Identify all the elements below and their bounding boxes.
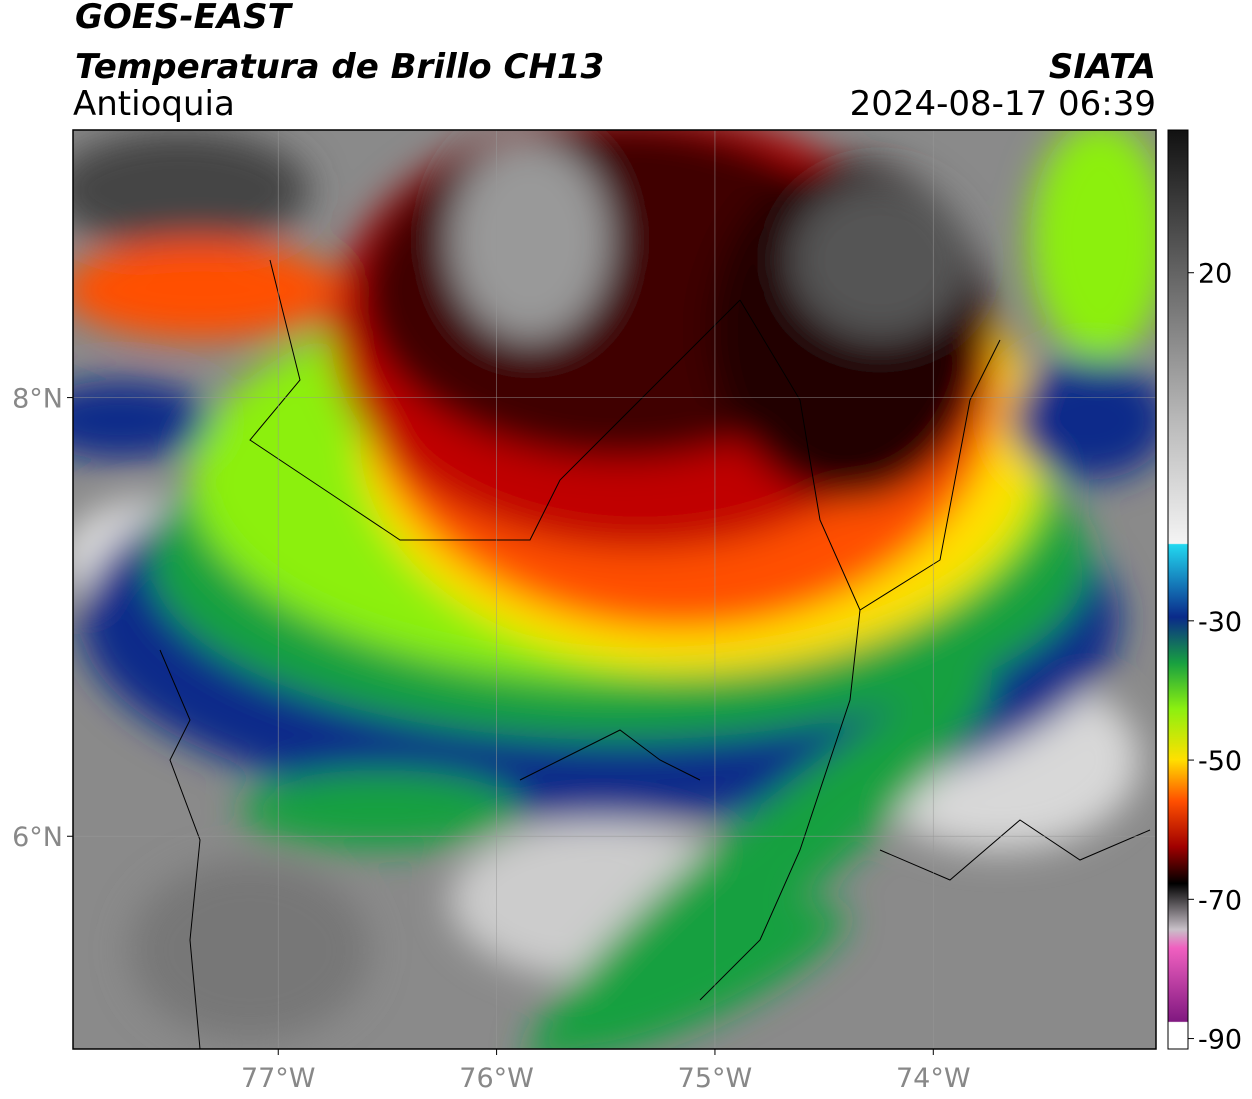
satellite-image	[73, 130, 1156, 1049]
product-title: Temperatura de Brillo CH13	[75, 47, 604, 87]
colorbar-tick-label: -70	[1198, 885, 1242, 916]
colorbar-tick-label: 20	[1198, 259, 1232, 290]
datetime-label: 2024-08-17 06:39	[850, 84, 1156, 124]
colorbar-tick-label: -50	[1198, 746, 1242, 777]
region-label: Antioquia	[73, 84, 235, 124]
source-label: SIATA	[1049, 47, 1156, 87]
graticule	[73, 130, 1156, 1049]
y-tick-label: 8°N	[12, 384, 63, 415]
satellite-title: GOES-EAST	[75, 0, 294, 37]
x-tick-label: 76°W	[459, 1063, 534, 1094]
x-tick-label: 77°W	[241, 1063, 316, 1094]
map-frame	[72, 129, 1157, 1050]
colorbar	[1167, 129, 1189, 1050]
colorbar-tick-label: -90	[1198, 1025, 1242, 1056]
colorbar-tick-label: -30	[1198, 607, 1242, 638]
borders	[159, 259, 1151, 1049]
x-tick-label: 74°W	[896, 1063, 971, 1094]
x-tick-label: 75°W	[678, 1063, 753, 1094]
y-tick-label: 6°N	[12, 822, 63, 853]
